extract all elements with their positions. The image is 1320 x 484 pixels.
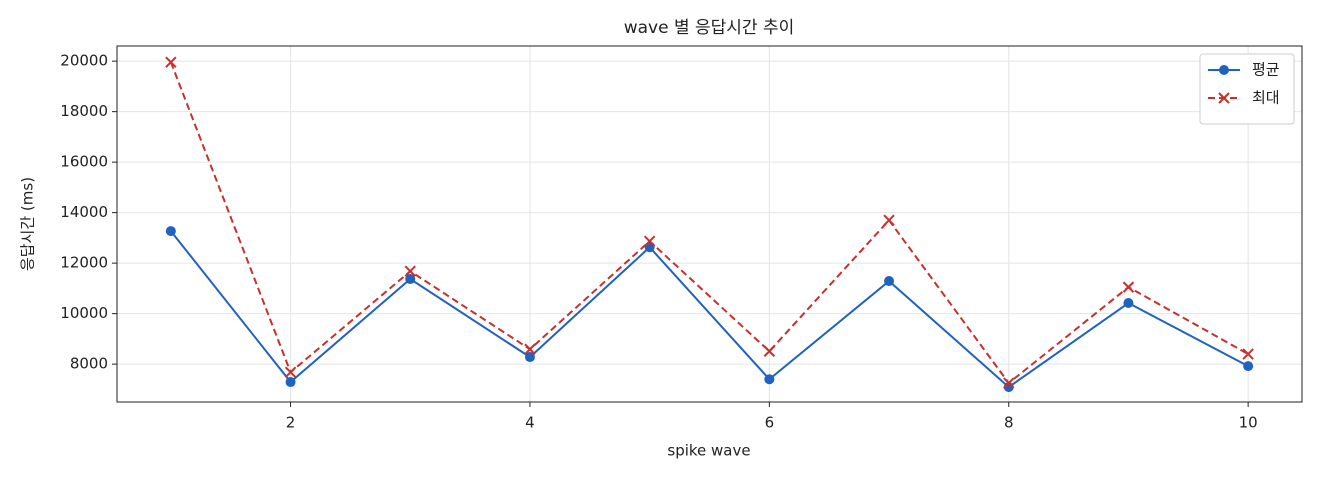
legend-marker-shape: [1219, 65, 1229, 75]
legend-label: 평균: [1252, 61, 1280, 79]
legend-label: 최대: [1252, 89, 1280, 107]
point: [763, 345, 776, 357]
point: [1123, 298, 1134, 309]
point: [165, 56, 177, 68]
legend-marker: [1218, 92, 1230, 104]
point: [643, 235, 656, 247]
point: [404, 265, 416, 277]
x-tick-label: 10: [1239, 414, 1258, 432]
point: [884, 276, 895, 287]
legend-marker-shape: [1218, 92, 1230, 104]
legend-box: [1199, 53, 1295, 125]
y-tick-label: 8000: [70, 355, 108, 373]
point: [1003, 377, 1015, 389]
point: [524, 343, 536, 355]
y-tick-label: 16000: [60, 153, 108, 171]
axes-frame: [116, 45, 1303, 403]
legend-marker: [1219, 65, 1229, 75]
point: [1243, 361, 1254, 372]
point: [405, 274, 416, 285]
series-line: [169, 61, 1249, 385]
x-tick-label: 2: [286, 414, 296, 432]
point: [285, 377, 296, 388]
point: [524, 352, 535, 363]
y-tick-label: 10000: [60, 304, 108, 322]
y-axis-label: 응답시간 (ms): [19, 177, 37, 271]
y-tick-label: 14000: [60, 203, 108, 221]
y-tick-label: 18000: [60, 102, 108, 120]
x-axis-label: spike wave: [667, 442, 750, 460]
point: [764, 374, 775, 385]
point: [165, 226, 176, 237]
y-tick-label: 20000: [60, 52, 108, 70]
point: [883, 214, 895, 226]
chart-title: wave 별 응답시간 추이: [624, 18, 795, 38]
plot-area: [165, 56, 1254, 393]
point: [1122, 281, 1135, 293]
series-line: [170, 230, 1249, 389]
y-tick-label: 12000: [60, 254, 108, 272]
point: [284, 366, 297, 378]
x-tick-label: 4: [525, 414, 535, 432]
x-tick-label: 8: [1004, 414, 1014, 432]
point: [1242, 348, 1254, 360]
x-tick-label: 6: [765, 414, 775, 432]
